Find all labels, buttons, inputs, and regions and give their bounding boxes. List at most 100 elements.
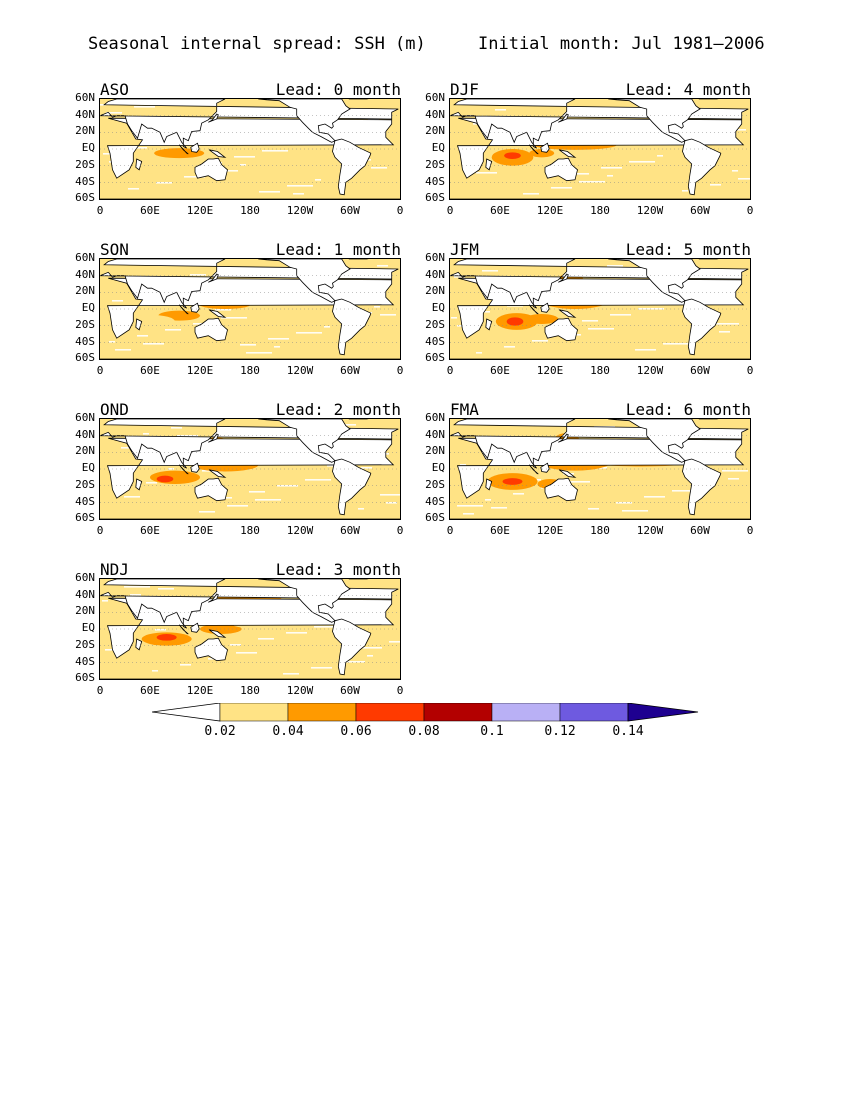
longitude-tick-label: 60W: [690, 364, 710, 377]
coastline: [190, 622, 200, 633]
coastline: [135, 318, 143, 331]
low-spread-streak: [199, 511, 215, 513]
low-spread-streak: [607, 265, 623, 267]
longitude-tick-label: 120W: [636, 364, 664, 377]
map-panel: FMA Lead: 6 month 60N 40N 20N EQ 20S 40S 60S 0 60E…: [425, 400, 759, 540]
coastline: [528, 144, 539, 155]
coastline: [208, 629, 227, 638]
low-spread-streak: [610, 314, 631, 316]
latitude-tick-label: 60N: [75, 91, 95, 104]
spread-contour: [150, 470, 200, 484]
coastline: [528, 464, 539, 475]
latitude-tick-label: 40N: [425, 267, 445, 281]
low-spread-streak: [380, 494, 400, 496]
panel-lead-label: Lead: 3 month: [275, 560, 401, 579]
latitude-tick-label: 60N: [425, 251, 445, 264]
low-spread-streak: [616, 502, 632, 504]
low-spread-streak: [130, 594, 141, 596]
colorbar: 0.02 0.04 0.06 0.08 0.1 0.12 0.14: [151, 702, 700, 743]
low-spread-streak: [622, 510, 648, 512]
low-spread-streak: [156, 182, 172, 184]
low-spread-streak: [386, 502, 397, 504]
panel-season-label: JFM: [450, 240, 479, 259]
low-spread-streak: [190, 274, 206, 276]
low-spread-streak: [293, 193, 304, 195]
colorbar-svg: [151, 702, 699, 722]
longitude-tick-label: 60E: [140, 684, 160, 697]
low-spread-streak: [109, 341, 115, 343]
latitude-tick-label: 60S: [75, 671, 95, 685]
panel-lead-label: Lead: 2 month: [275, 400, 401, 419]
low-spread-streak: [361, 467, 372, 469]
colorbar-segment: [559, 702, 629, 722]
initial-month-label: Initial month: Jul 1981—2006: [478, 34, 765, 54]
ssh-spread-map: [99, 258, 401, 360]
low-spread-streak: [311, 667, 332, 669]
low-spread-streak: [601, 167, 622, 169]
latitude-tick-label: 20N: [75, 124, 95, 138]
coastline: [208, 149, 227, 158]
low-spread-streak: [672, 490, 698, 492]
panel-season-label: FMA: [450, 400, 479, 419]
latitude-tick-label: 40S: [75, 174, 95, 188]
map-svg: [100, 419, 400, 519]
spread-contour: [156, 475, 174, 483]
coastline: [208, 433, 219, 443]
low-spread-streak: [451, 317, 457, 319]
longitude-tick-label: 0: [746, 364, 754, 377]
low-spread-streak: [460, 464, 466, 466]
latitude-tick-label: 60S: [425, 351, 445, 365]
low-spread-streak: [358, 508, 364, 510]
low-spread-streak: [457, 505, 483, 507]
low-spread-streak: [106, 112, 122, 114]
low-spread-streak: [710, 184, 721, 186]
coastline: [558, 469, 577, 478]
low-spread-streak: [454, 276, 465, 278]
low-spread-streak: [168, 468, 174, 470]
longitude-tick-label: 120E: [186, 684, 214, 697]
latitude-tick-label: 60S: [425, 191, 445, 205]
low-spread-streak: [246, 352, 272, 354]
latitude-tick-label: 60N: [75, 571, 95, 584]
colorbar-tick-label: 0.14: [612, 724, 644, 739]
latitude-tick-label: 60S: [425, 511, 445, 525]
coastline: [194, 477, 228, 502]
low-spread-streak: [374, 306, 380, 308]
low-spread-streak: [171, 427, 182, 429]
longitude-tick-label: 60W: [690, 524, 710, 537]
low-spread-streak: [234, 156, 255, 158]
ssh-spread-map: [99, 578, 401, 680]
low-spread-streak: [380, 314, 396, 316]
low-spread-streak: [124, 586, 150, 588]
coastline: [178, 464, 189, 475]
colorbar-tick-label: 0.02: [204, 724, 236, 739]
low-spread-streak: [579, 181, 605, 183]
coastline: [258, 419, 351, 463]
low-spread-streak: [221, 317, 247, 319]
coastline: [540, 462, 550, 473]
latitude-tick-label: EQ: [81, 621, 95, 635]
colorbar-tick-label: 0.08: [408, 724, 440, 739]
latitude-tick-label: EQ: [81, 301, 95, 315]
ssh-spread-map: [449, 98, 751, 200]
longitude-tick-label: 180: [240, 524, 260, 537]
coastline: [194, 157, 228, 182]
map-panel: DJF Lead: 4 month 60N 40N 20N EQ 20S 40S 60S 0 60E…: [425, 80, 759, 220]
colorbar-segment: [287, 702, 357, 722]
latitude-tick-label: 20S: [75, 477, 95, 491]
colorbar-tick-label: 0.06: [340, 724, 372, 739]
low-spread-streak: [105, 649, 116, 651]
low-spread-streak: [296, 332, 322, 334]
low-spread-streak: [124, 496, 140, 498]
low-spread-streak: [112, 300, 123, 302]
latitude-tick-label: 60N: [75, 411, 95, 424]
low-spread-streak: [131, 147, 147, 149]
latitude-tick-label: EQ: [81, 461, 95, 475]
low-spread-streak: [143, 433, 149, 435]
coastline: [682, 298, 722, 356]
map-panel: JFM Lead: 5 month 60N 40N 20N EQ 20S 40S 60S 0 60E…: [425, 240, 759, 380]
colorbar-segment: [355, 702, 425, 722]
spread-contour: [504, 152, 521, 159]
low-spread-streak: [504, 346, 515, 348]
ssh-spread-map: [449, 418, 751, 520]
